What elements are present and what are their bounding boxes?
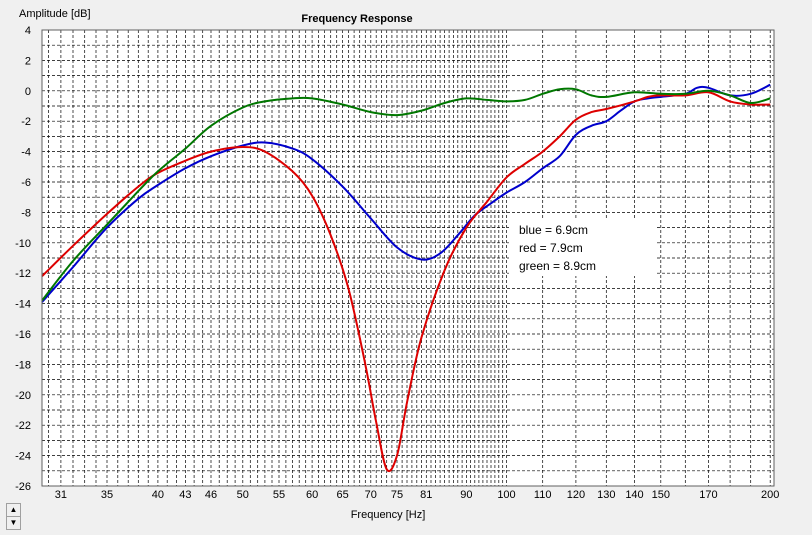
zoom-spin-control[interactable]: ▲ ▼ xyxy=(6,503,21,530)
x-tick-label: 90 xyxy=(460,489,472,501)
series-curve-1 xyxy=(41,91,771,473)
x-tick-label: 35 xyxy=(101,489,113,501)
spin-down-arrow-icon[interactable]: ▼ xyxy=(9,518,18,527)
y-tick-label: 0 xyxy=(25,86,31,98)
annotation-green: green = 8.9cm xyxy=(519,259,596,273)
y-tick-label: -26 xyxy=(15,481,31,493)
x-tick-labels: 31 35 40 43 46 50 55 60 65 70 75 81 90 100 110 120 130 14… xyxy=(55,489,780,501)
chart-title: Frequency Response xyxy=(301,13,412,25)
x-tick-label: 60 xyxy=(306,489,318,501)
x-tick-label: 200 xyxy=(761,489,779,501)
y-tick-label: -2 xyxy=(21,116,31,128)
x-tick-label: 43 xyxy=(179,489,191,501)
x-tick-label: 81 xyxy=(420,489,432,501)
plot-frame xyxy=(41,29,775,487)
x-tick-label: 46 xyxy=(205,489,217,501)
y-tick-label: -10 xyxy=(15,238,31,250)
x-tick-label: 110 xyxy=(534,489,552,501)
legend-box xyxy=(509,218,657,276)
y-tick-label: -24 xyxy=(15,451,31,463)
series-curve-2 xyxy=(41,87,771,302)
y-axis-label: Amplitude [dB] xyxy=(19,8,91,20)
x-tick-label: 75 xyxy=(391,489,403,501)
x-tick-label: 140 xyxy=(625,489,643,501)
x-tick-label: 120 xyxy=(567,489,585,501)
x-axis-label: Frequency [Hz] xyxy=(351,509,426,521)
curves xyxy=(41,83,771,473)
y-tick-label: -14 xyxy=(15,299,31,311)
x-tick-label: 130 xyxy=(597,489,615,501)
y-tick-label: -22 xyxy=(15,420,31,432)
y-tick-label: -16 xyxy=(15,329,31,341)
y-tick-label: -4 xyxy=(21,147,31,159)
series-curve-0 xyxy=(41,83,771,303)
y-tick-label: -18 xyxy=(15,359,31,371)
x-tick-label: 170 xyxy=(699,489,717,501)
x-tick-label: 55 xyxy=(273,489,285,501)
x-tick-label: 100 xyxy=(497,489,515,501)
spin-divider xyxy=(7,516,20,517)
annotation-blue: blue = 6.9cm xyxy=(519,223,588,237)
x-tick-label: 40 xyxy=(152,489,164,501)
y-tick-label: 4 xyxy=(25,25,31,37)
spin-up-arrow-icon[interactable]: ▲ xyxy=(9,505,18,514)
x-tick-label: 150 xyxy=(652,489,670,501)
annotation-red: red = 7.9cm xyxy=(519,241,583,255)
x-tick-label: 50 xyxy=(237,489,249,501)
y-tick-label: -6 xyxy=(21,177,31,189)
y-tick-labels: 4 2 0 -2 -4 -6 -8 -10 -12 -14 -16 -18 -20 -22 -24 -26 xyxy=(15,25,31,493)
x-tick-label: 65 xyxy=(336,489,348,501)
x-tick-label: 70 xyxy=(365,489,377,501)
x-tick-label: 31 xyxy=(55,489,67,501)
y-tick-label: 2 xyxy=(25,55,31,67)
y-tick-label: -8 xyxy=(21,207,31,219)
y-tick-label: -12 xyxy=(15,268,31,280)
y-tick-label: -20 xyxy=(15,390,31,402)
